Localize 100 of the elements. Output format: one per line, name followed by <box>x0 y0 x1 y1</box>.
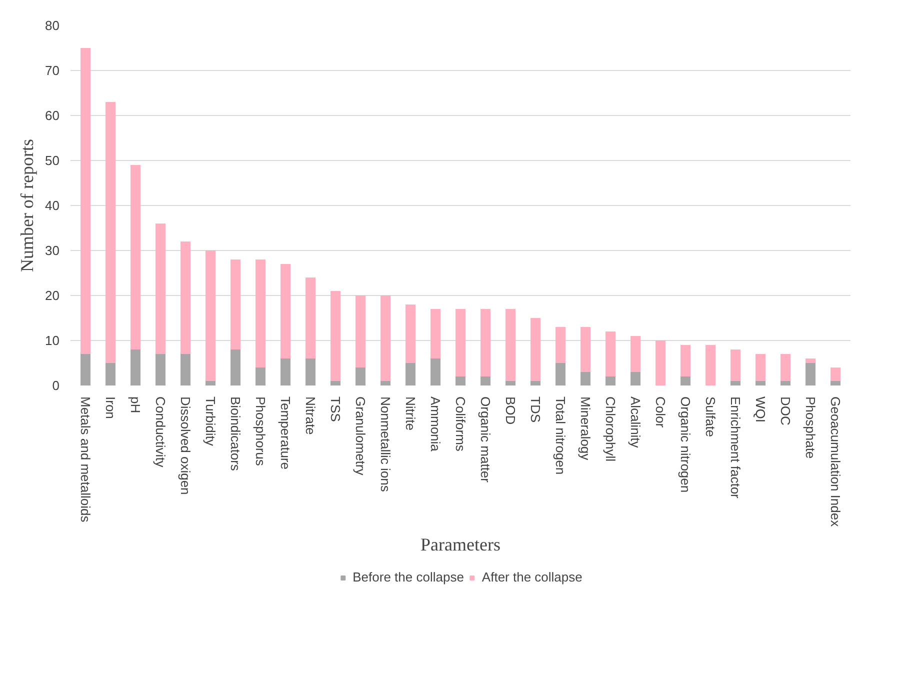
bar <box>606 332 616 376</box>
x-tick-label: Geoacumulation Index <box>828 396 843 528</box>
x-tick-label: DOC <box>778 396 793 426</box>
x-tick-label: Ammonia <box>428 396 443 452</box>
y-tick-label: 40 <box>45 198 60 213</box>
bar <box>806 358 816 363</box>
x-tick-label: BOD <box>503 396 518 425</box>
bar <box>480 309 490 376</box>
bar <box>830 381 840 386</box>
bar <box>156 354 166 386</box>
bar <box>106 363 116 386</box>
x-tick-label: TSS <box>328 396 343 422</box>
bar <box>406 304 416 363</box>
bar <box>330 381 340 386</box>
bar <box>306 358 316 386</box>
bar <box>606 376 616 386</box>
bar <box>230 350 240 386</box>
bar <box>256 260 266 368</box>
y-tick-label: 80 <box>45 18 60 33</box>
bar <box>506 309 516 381</box>
bar <box>180 242 190 354</box>
y-tick-label: 20 <box>45 288 60 303</box>
bar <box>280 264 290 358</box>
bar <box>406 363 416 386</box>
bar <box>130 350 140 386</box>
x-tick-label: Coliforms <box>453 396 468 452</box>
bar <box>680 376 690 386</box>
x-tick-label: Nitrite <box>403 396 418 430</box>
bar <box>206 250 216 381</box>
x-tick-label: WQI <box>753 396 768 422</box>
bar <box>356 368 366 386</box>
bar <box>730 381 740 386</box>
x-tick-label: Phosphate <box>803 396 818 459</box>
bar <box>180 354 190 386</box>
y-tick-label: 70 <box>45 63 60 78</box>
x-axis-title: Parameters <box>420 534 500 555</box>
bar <box>756 354 766 381</box>
bar <box>256 368 266 386</box>
bar <box>380 296 390 381</box>
bar <box>306 278 316 358</box>
x-tick-label: TDS <box>528 396 543 423</box>
bar <box>506 381 516 386</box>
bar <box>480 376 490 386</box>
y-tick-label: 30 <box>45 243 60 258</box>
x-tick-label: Organic nitrogen <box>678 396 693 493</box>
bar <box>630 336 640 372</box>
y-tick-label: 10 <box>45 333 60 348</box>
bar <box>80 354 90 386</box>
bar <box>206 381 216 386</box>
bar <box>156 224 166 354</box>
bar <box>756 381 766 386</box>
y-axis-title: Number of reports <box>17 139 38 272</box>
bar <box>730 350 740 381</box>
y-tick-label: 60 <box>45 108 60 123</box>
x-tick-label: Enrichment factor <box>728 396 743 500</box>
bar <box>630 372 640 386</box>
bar <box>580 327 590 372</box>
x-tick-label: pH <box>128 396 143 414</box>
bar <box>80 48 90 354</box>
y-tick-label: 50 <box>45 153 60 168</box>
x-tick-label: Alcalinity <box>628 396 643 448</box>
x-tick-label: Nitrate <box>303 396 318 435</box>
x-tick-label: Chlorophyll <box>603 396 618 462</box>
x-tick-label: Organic matter <box>478 396 493 484</box>
bar <box>580 372 590 386</box>
bar <box>106 102 116 363</box>
bar <box>806 363 816 386</box>
x-tick-label: Color <box>653 396 668 428</box>
x-tick-label: Temperature <box>278 396 293 470</box>
bar <box>706 345 716 386</box>
bar <box>456 309 466 376</box>
bar <box>330 291 340 381</box>
bar <box>780 381 790 386</box>
x-tick-label: Dissolved oxigen <box>178 396 193 495</box>
x-tick-label: Conductivity <box>153 396 168 468</box>
y-tick-label: 0 <box>52 378 60 393</box>
bar <box>130 165 140 350</box>
x-tick-label: Granulometry <box>353 396 368 476</box>
bar <box>680 345 690 376</box>
bar <box>280 358 290 386</box>
x-tick-label: Nonmetallic ions <box>378 396 393 492</box>
bar <box>780 354 790 381</box>
x-tick-label: Phosphorus <box>253 396 268 466</box>
bar <box>656 340 666 386</box>
bar <box>380 381 390 386</box>
bar <box>556 363 566 386</box>
x-tick-label: Bioindicators <box>228 396 243 472</box>
bar <box>530 381 540 386</box>
bar <box>530 318 540 381</box>
legend-label: Before the collapse <box>352 570 464 584</box>
x-tick-label: Total nitrogen <box>553 396 568 475</box>
bar <box>456 376 466 386</box>
bar <box>430 358 440 386</box>
bar <box>430 309 440 358</box>
bar <box>556 327 566 363</box>
x-tick-label: Turbidity <box>203 396 218 446</box>
bar <box>230 260 240 350</box>
legend-label: After the collapse <box>482 570 582 584</box>
x-tick-label: Iron <box>103 396 118 419</box>
x-tick-label: Mineralogy <box>578 396 593 461</box>
